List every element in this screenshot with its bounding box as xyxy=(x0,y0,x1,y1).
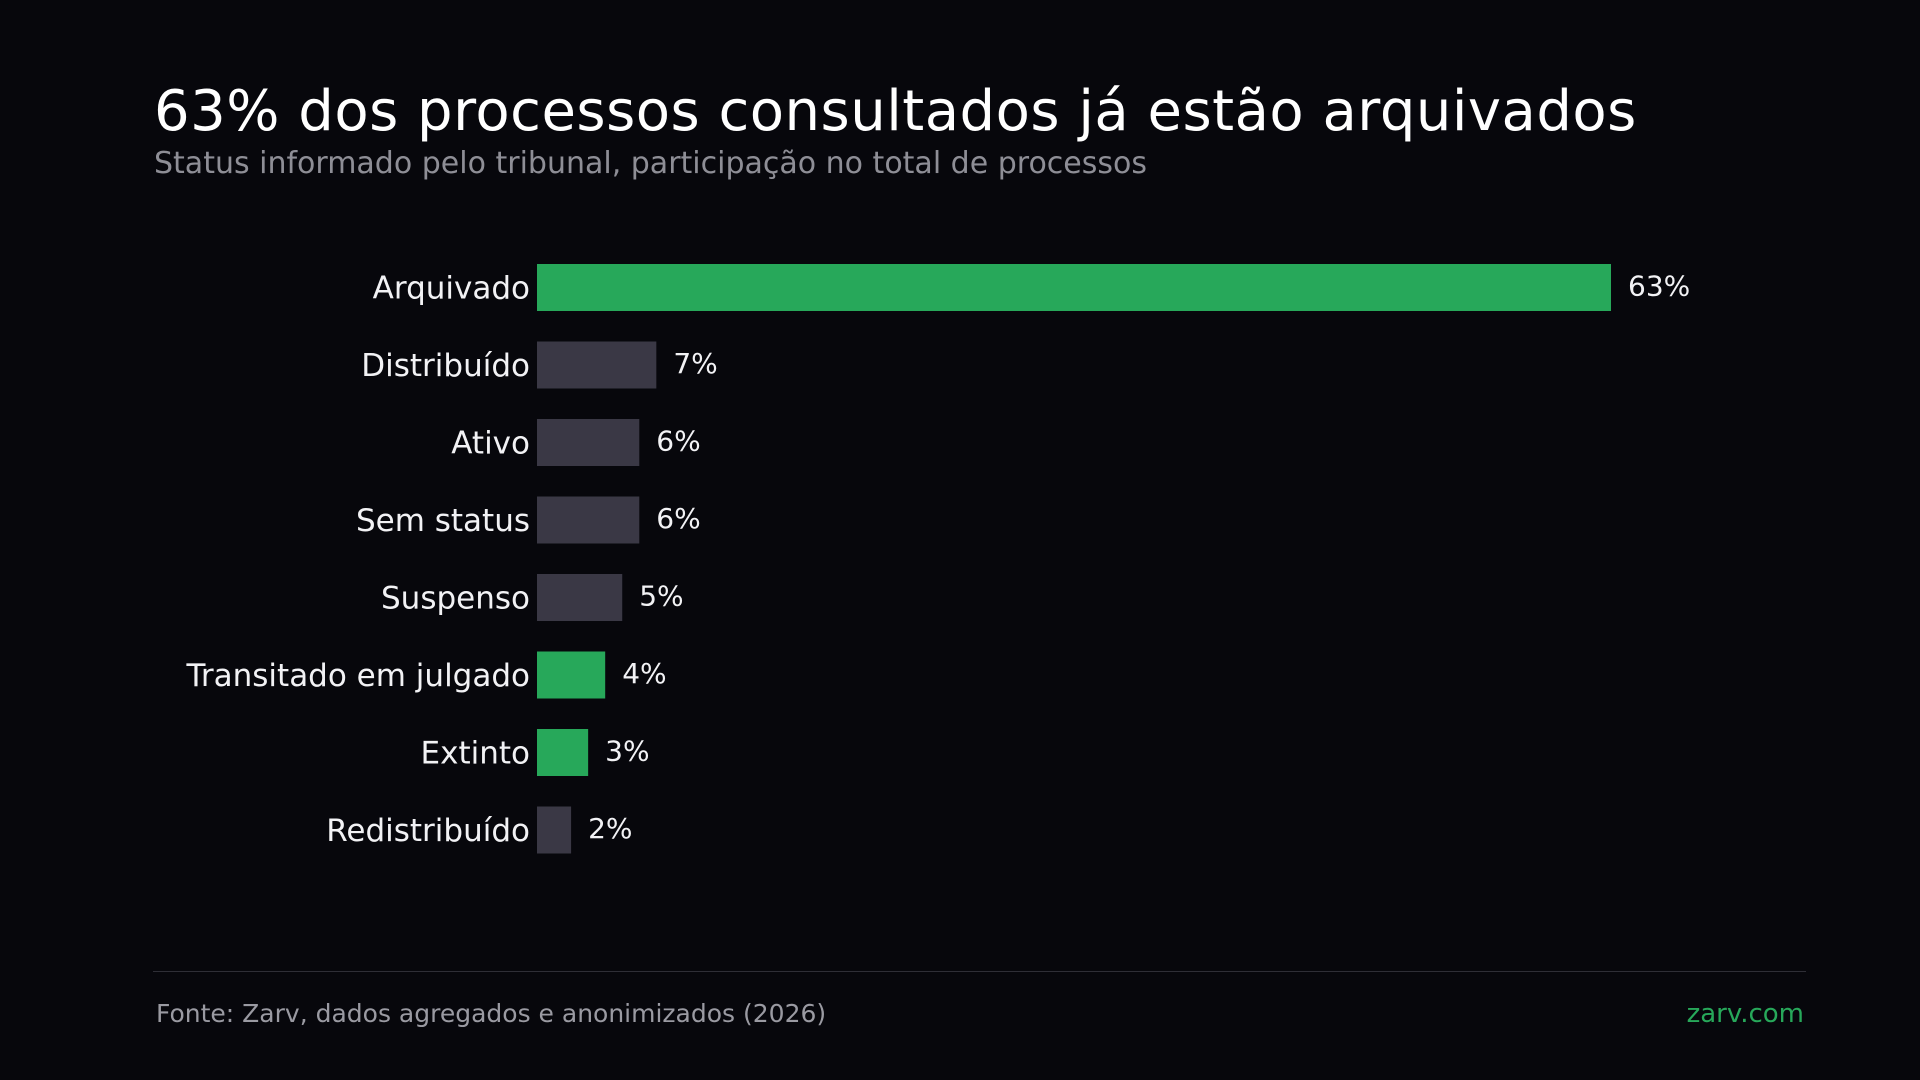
bar xyxy=(537,729,589,776)
value-label: 6% xyxy=(656,502,700,535)
bar xyxy=(537,264,1611,311)
category-label: Redistribuído xyxy=(326,813,530,849)
chart-subtitle: Status informado pelo tribunal, particip… xyxy=(154,146,1147,181)
chart-title: 63% dos processos consultados já estão a… xyxy=(154,79,1637,144)
value-label: 5% xyxy=(639,580,683,613)
value-label: 4% xyxy=(622,657,666,690)
value-label: 63% xyxy=(1628,270,1690,303)
bar-chart: Arquivado 63% Distribuído 7% Ativo 6% Sem stat… xyxy=(186,264,1690,854)
category-label: Suspenso xyxy=(381,581,530,617)
category-label: Distribuído xyxy=(361,348,530,384)
bar xyxy=(537,341,657,389)
category-label: Sem status xyxy=(356,503,530,539)
bar xyxy=(537,651,606,699)
bar xyxy=(537,419,640,466)
source-note: Fonte: Zarv, dados agregados e anonimiza… xyxy=(156,999,827,1028)
category-label: Extinto xyxy=(421,736,530,772)
bar xyxy=(537,574,623,621)
footer-divider xyxy=(153,971,1806,972)
bar xyxy=(537,496,640,544)
category-label: Arquivado xyxy=(373,271,530,307)
category-label: Transitado em julgado xyxy=(186,658,531,694)
bar xyxy=(537,806,572,854)
value-label: 6% xyxy=(656,425,700,458)
category-label: Ativo xyxy=(451,426,530,462)
brand-link[interactable]: zarv.com xyxy=(1686,999,1804,1029)
value-label: 7% xyxy=(673,347,717,380)
value-label: 2% xyxy=(588,812,632,845)
value-label: 3% xyxy=(605,735,649,768)
